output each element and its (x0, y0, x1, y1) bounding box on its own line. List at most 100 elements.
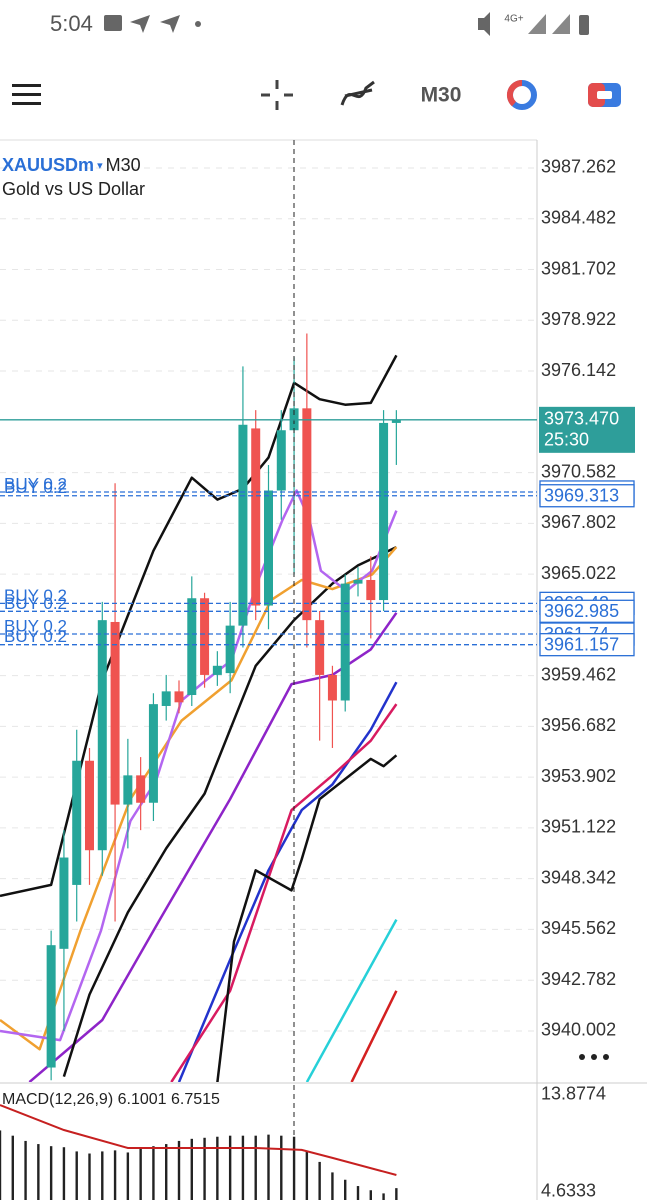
macd-bar (331, 1172, 334, 1200)
macd-bar (37, 1144, 40, 1200)
macd-bar (62, 1147, 66, 1200)
candle-body (327, 674, 337, 701)
dot (579, 1054, 585, 1060)
indicator-line (177, 681, 398, 1082)
mute-icon (478, 12, 490, 36)
status-dot (195, 21, 201, 27)
y-tick-label: 3978.922 (541, 309, 616, 329)
price-axis: 3987.262 3984.482 3981.702 3978.922 3976.142… (541, 157, 616, 1200)
macd-bar (24, 1140, 27, 1200)
indicator-line (0, 489, 398, 1042)
chart-timeframe: M30 (106, 155, 141, 175)
candle-body (110, 621, 120, 805)
signal-icon (552, 14, 570, 34)
indicator-line (62, 545, 397, 1077)
status-time: 5:04 (50, 11, 93, 36)
candle-body (97, 620, 107, 851)
y-tick-label: 3948.342 (541, 867, 616, 887)
candle-body (225, 625, 235, 674)
macd-bar (305, 1151, 309, 1200)
order-label: BUY 0.2 (4, 474, 67, 493)
macd-bar (356, 1186, 360, 1200)
y-tick-label: 3951.122 (541, 817, 616, 837)
candle-body (136, 775, 146, 803)
order-label: BUY 0.2 (4, 594, 67, 613)
timeframe-button[interactable]: M30 (421, 84, 462, 107)
indicator-line (305, 918, 398, 1082)
y-tick-label: 3953.902 (541, 766, 616, 786)
dot (591, 1054, 597, 1060)
order-price-tag (539, 633, 635, 657)
indicator-signal: 6.7515 (171, 1091, 220, 1108)
candle-body (302, 408, 312, 621)
macd-bar (177, 1140, 181, 1200)
symbol-dropdown[interactable]: ▾ (94, 160, 106, 172)
y-tick-label: 3965.022 (541, 563, 616, 583)
indicator-tick-label: 13.8774 (541, 1084, 606, 1104)
order-label: BUY 0.2 (4, 586, 67, 605)
macd-bar (203, 1137, 206, 1200)
gallery-icon (104, 15, 122, 31)
macd-bar (228, 1135, 232, 1200)
dot (603, 1054, 609, 1060)
last-price-tag (539, 406, 635, 453)
order-price-label: 3962.985 (544, 601, 619, 621)
candle-body (340, 583, 350, 701)
candle-body (46, 945, 56, 1068)
macd-bar (382, 1193, 385, 1200)
macd-bar (267, 1134, 270, 1200)
crosshair-button[interactable] (261, 80, 293, 110)
order-label: BUY 0.2 (4, 478, 67, 497)
y-tick-label: 3959.462 (541, 664, 616, 684)
symbol-header: XAUUSDm ▾ M30 (2, 155, 141, 175)
y-tick-label: 3987.262 (541, 157, 616, 177)
candle-body (72, 760, 82, 885)
signal-icon (528, 14, 546, 34)
macd-bar (216, 1136, 219, 1200)
bar-countdown: 25:30 (544, 430, 589, 450)
order-button-inner (597, 91, 612, 99)
y-tick-label: 3976.142 (541, 360, 616, 380)
telegram-icon (160, 15, 180, 33)
macd-signal-line (0, 1104, 397, 1176)
macd-bar (113, 1150, 117, 1200)
macd-bar (190, 1138, 193, 1200)
y-tick-label: 3942.782 (541, 969, 616, 989)
menu-bar (12, 102, 41, 105)
battery-icon (579, 15, 589, 35)
y-tick-label: 3945.562 (541, 918, 616, 938)
indicators-button[interactable] (340, 80, 375, 106)
macd-bar (280, 1135, 283, 1200)
macd-bar (101, 1151, 104, 1200)
telegram-icon (130, 15, 150, 33)
macd-bar (254, 1135, 257, 1200)
macd-bar (318, 1161, 321, 1200)
candle-body (85, 760, 94, 851)
candle-body (148, 704, 158, 803)
macd-bar (49, 1146, 53, 1200)
indicator-panel (0, 1104, 398, 1200)
candle-body (353, 579, 363, 584)
indicator-main: 6.1001 (118, 1091, 167, 1108)
menu-bar (12, 84, 41, 87)
macd-bar (165, 1144, 168, 1200)
candle-body (251, 428, 261, 606)
order-price-tag (539, 599, 635, 623)
macd-bar (126, 1152, 130, 1200)
candle-body (187, 598, 197, 696)
order-price-label: 3961.157 (544, 634, 619, 654)
macd-bar (344, 1179, 347, 1200)
network-type: 4G+ (504, 14, 523, 25)
candle-body (212, 665, 222, 675)
candle-body (315, 620, 325, 675)
symbol-description: Gold vs US Dollar (2, 179, 145, 199)
menu-button[interactable] (12, 84, 41, 105)
candle-body (391, 419, 401, 423)
more-button[interactable] (579, 1054, 609, 1060)
y-tick-label: 3970.582 (541, 461, 616, 481)
indicator-tick-label: 4.6333 (541, 1181, 596, 1200)
menu-bar (12, 93, 41, 96)
symbol[interactable]: XAUUSDm (2, 155, 94, 175)
macd-bar (241, 1135, 245, 1200)
candle-body (238, 424, 248, 626)
